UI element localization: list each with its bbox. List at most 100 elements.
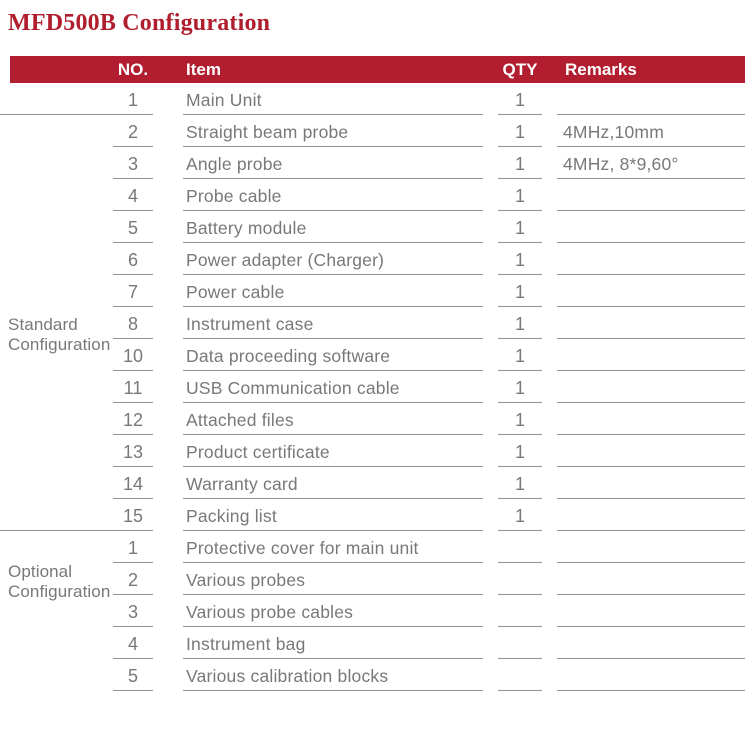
- header-remarks: Remarks: [565, 60, 637, 79]
- gap: [483, 531, 498, 563]
- cell-item: Power cable: [183, 275, 483, 307]
- gap: [542, 563, 557, 595]
- group-label-cell: [0, 83, 113, 115]
- group-label-standard: Standard Configuration: [8, 315, 111, 354]
- cell-qty: 1: [498, 371, 542, 403]
- gap: [153, 499, 183, 531]
- gap: [153, 659, 183, 691]
- gap: [542, 371, 557, 403]
- cell-qty: 1: [498, 467, 542, 499]
- cell-item: Instrument case: [183, 307, 483, 339]
- gap: [542, 627, 557, 659]
- cell-no: 3: [113, 147, 153, 179]
- gap: [542, 211, 557, 243]
- cell-remarks: [557, 339, 745, 371]
- gap: [542, 115, 557, 147]
- gap: [153, 531, 183, 563]
- gap: [483, 435, 498, 467]
- cell-qty: [498, 627, 542, 659]
- table-row: 6 Power adapter (Charger) 1: [0, 243, 750, 275]
- gap: [153, 435, 183, 467]
- gap: [483, 659, 498, 691]
- cell-qty: 1: [498, 211, 542, 243]
- cell-no: 4: [113, 627, 153, 659]
- cell-qty: 1: [498, 403, 542, 435]
- cell-remarks: [557, 371, 745, 403]
- gap: [153, 275, 183, 307]
- group-label-cell: [0, 275, 113, 307]
- cell-item: Probe cable: [183, 179, 483, 211]
- cell-no: 5: [113, 211, 153, 243]
- table-row: 2 Straight beam probe 1 4MHz,10mm: [0, 115, 750, 147]
- cell-item: USB Communication cable: [183, 371, 483, 403]
- group-label-cell: [0, 659, 113, 691]
- group-label-cell: [0, 499, 113, 531]
- gap: [542, 339, 557, 371]
- cell-remarks: [557, 243, 745, 275]
- cell-no: 6: [113, 243, 153, 275]
- table-row: 8 Instrument case 1: [0, 307, 750, 339]
- cell-remarks: [557, 531, 745, 563]
- gap: [153, 339, 183, 371]
- cell-remarks: [557, 563, 745, 595]
- gap: [153, 83, 183, 115]
- cell-item: Attached files: [183, 403, 483, 435]
- gap: [542, 179, 557, 211]
- gap: [542, 435, 557, 467]
- cell-remarks: [557, 659, 745, 691]
- group-label-cell: [0, 467, 113, 499]
- configuration-table: Standard Configuration Optional Configur…: [0, 83, 750, 691]
- cell-remarks: [557, 595, 745, 627]
- group-label-cell: [0, 627, 113, 659]
- gap: [153, 563, 183, 595]
- cell-item: Instrument bag: [183, 627, 483, 659]
- cell-no: 10: [113, 339, 153, 371]
- table-row: 7 Power cable 1: [0, 275, 750, 307]
- group-label-cell: [0, 403, 113, 435]
- gap: [542, 467, 557, 499]
- cell-remarks: [557, 499, 745, 531]
- gap: [153, 627, 183, 659]
- cell-item: Angle probe: [183, 147, 483, 179]
- table-row: 11 USB Communication cable 1: [0, 371, 750, 403]
- gap: [483, 403, 498, 435]
- cell-qty: 1: [498, 243, 542, 275]
- cell-item: Warranty card: [183, 467, 483, 499]
- cell-item: Various probe cables: [183, 595, 483, 627]
- table-row: 12 Attached files 1: [0, 403, 750, 435]
- gap: [153, 307, 183, 339]
- gap: [153, 467, 183, 499]
- cell-qty: 1: [498, 435, 542, 467]
- cell-remarks: [557, 179, 745, 211]
- cell-qty: 1: [498, 147, 542, 179]
- header-item: Item: [186, 60, 221, 79]
- gap: [483, 467, 498, 499]
- cell-remarks: [557, 467, 745, 499]
- cell-qty: [498, 563, 542, 595]
- cell-item: Product certificate: [183, 435, 483, 467]
- gap: [483, 147, 498, 179]
- table-row: 5 Various calibration blocks: [0, 659, 750, 691]
- cell-no: 2: [113, 115, 153, 147]
- table-row: 4 Instrument bag: [0, 627, 750, 659]
- gap: [153, 243, 183, 275]
- cell-qty: [498, 595, 542, 627]
- cell-no: 12: [113, 403, 153, 435]
- cell-no: 8: [113, 307, 153, 339]
- table-row: 14 Warranty card 1: [0, 467, 750, 499]
- cell-item: Protective cover for main unit: [183, 531, 483, 563]
- group-label-cell: [0, 115, 113, 147]
- cell-no: 11: [113, 371, 153, 403]
- cell-qty: 1: [498, 307, 542, 339]
- gap: [153, 115, 183, 147]
- cell-remarks: [557, 275, 745, 307]
- gap: [542, 499, 557, 531]
- cell-no: 7: [113, 275, 153, 307]
- gap: [483, 211, 498, 243]
- table-row: 3 Various probe cables: [0, 595, 750, 627]
- gap: [483, 275, 498, 307]
- table-header-bar: NO. Item QTY Remarks: [10, 56, 745, 83]
- gap: [542, 595, 557, 627]
- group-label-cell: [0, 211, 113, 243]
